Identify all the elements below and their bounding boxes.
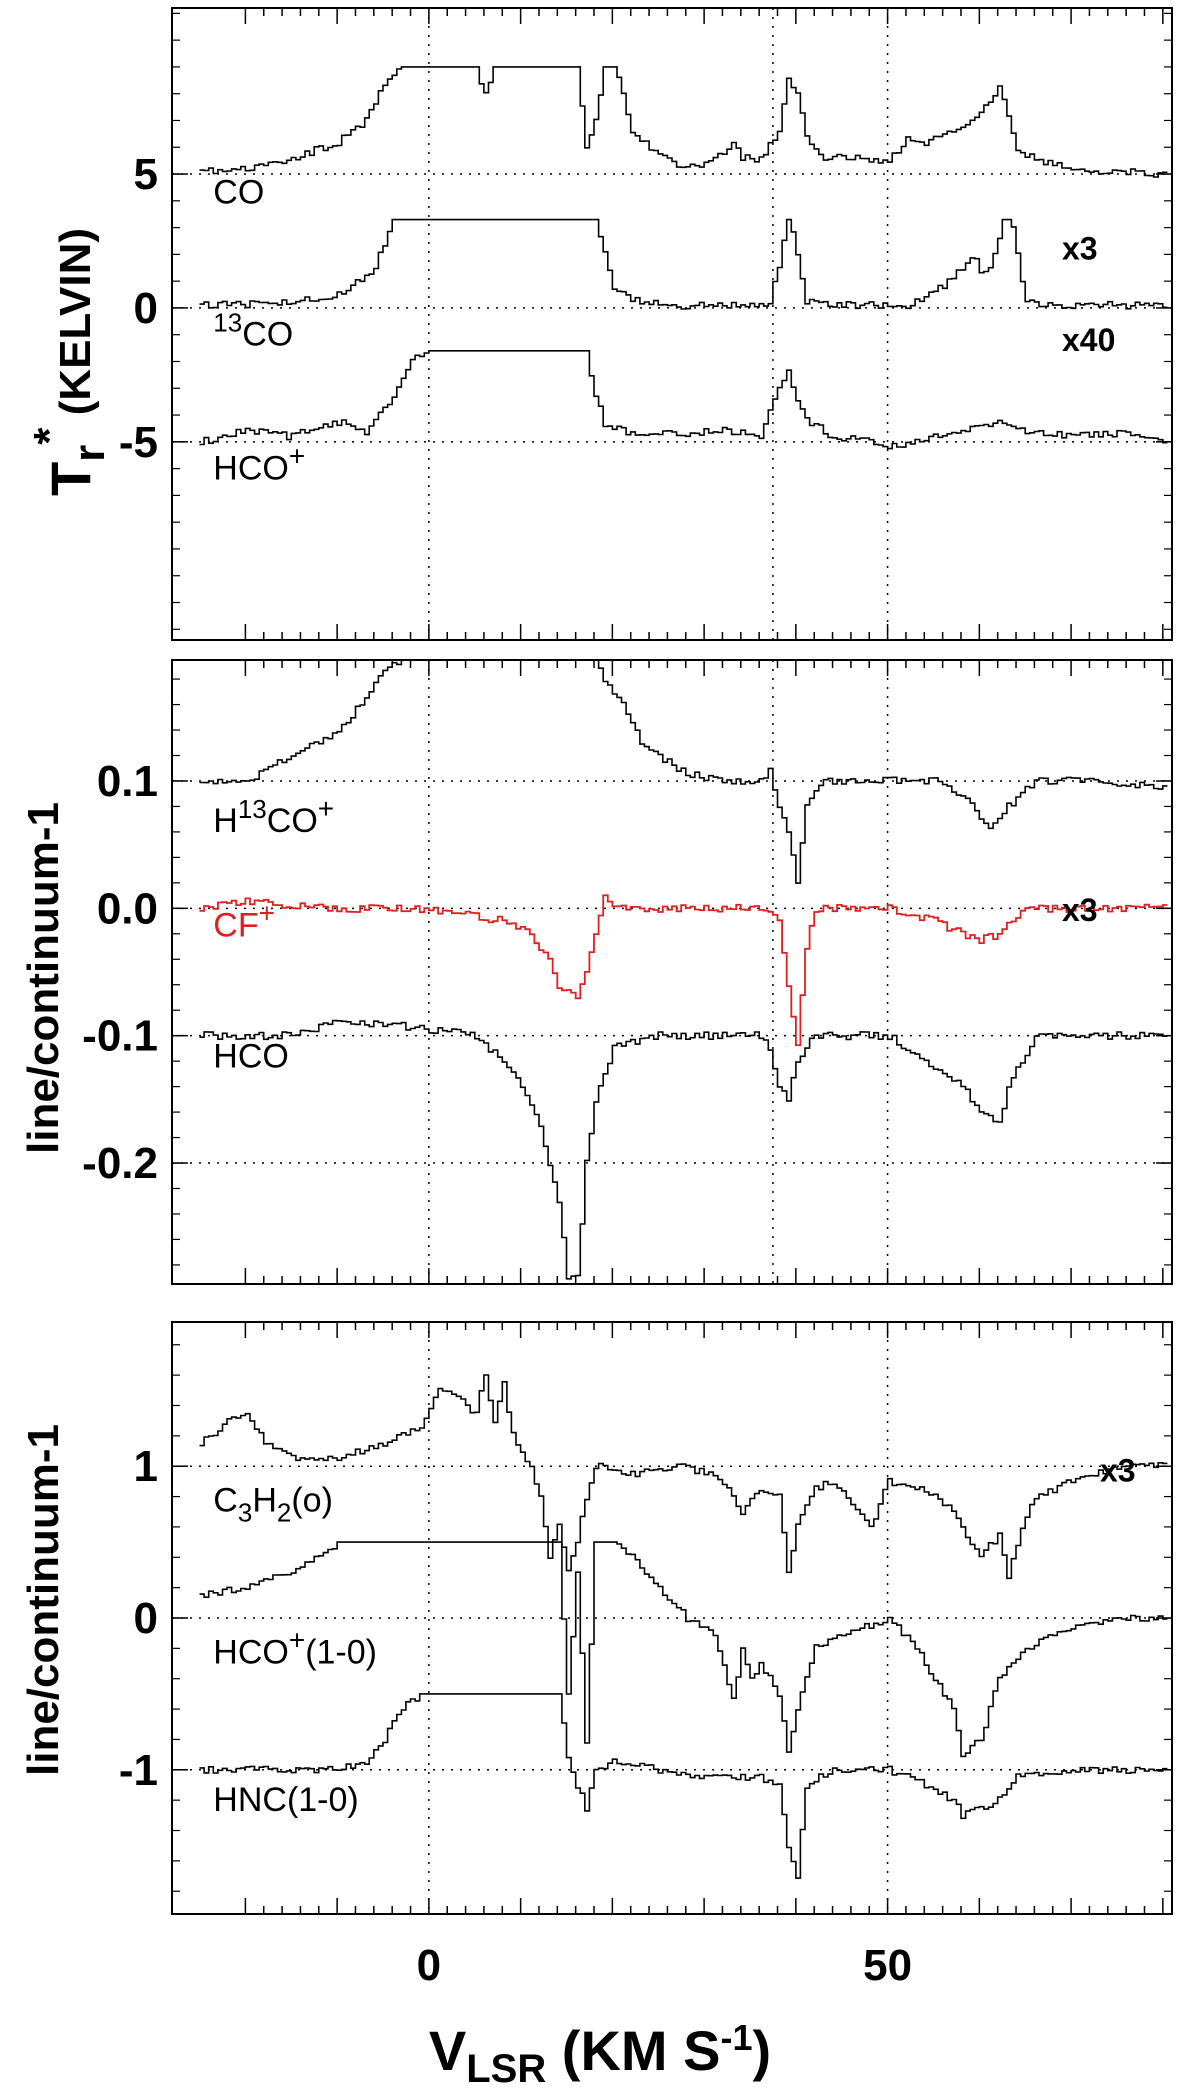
label-part: 13	[213, 307, 242, 337]
label-part: CF	[213, 906, 258, 944]
panel-3-series-hco-1-0-	[199, 1541, 1168, 1758]
label-part: C	[213, 1482, 238, 1520]
panel-2-ytick-label: -0.2	[82, 1139, 158, 1188]
panel-3: 1 0 -1 C3H2(o) x3 HCO+(1-0) HNC(1-0) 0 50	[119, 1321, 1173, 1990]
panel-1-ytick-label: 5	[134, 150, 158, 199]
label-part: HCO	[213, 449, 289, 487]
label-part: HCO	[213, 1634, 289, 1672]
panel-1-ylabel-sub: r	[65, 445, 114, 462]
panel-2-ylabel: line/continuum-1	[19, 802, 68, 1154]
label-part: CO	[213, 173, 264, 211]
panel-3-series-label: C3H2(o)	[213, 1482, 333, 1528]
label-part: +	[289, 1625, 305, 1656]
label-part: (o)	[291, 1482, 333, 1520]
label-part: CO	[242, 315, 293, 353]
x-axis-label-main: V	[429, 2019, 466, 2082]
x-axis-label: VLSR (KM S-1)	[429, 2017, 771, 2091]
panels-layer: 50-5CO13COx3HCO+x400.10.0-0.1-0.2H13CO+C…	[82, 7, 1173, 1990]
panel-3-series-label: HCO+(1-0)	[213, 1625, 377, 1672]
label-part: H	[252, 1482, 277, 1520]
panel-1-ylabel-units: (KELVIN)	[51, 228, 100, 428]
panel-3-series-hnc-1-0-	[199, 1693, 1168, 1879]
x-axis-label-units-sup: -1	[720, 2017, 752, 2058]
x-axis-label-units: (KM S	[546, 2019, 720, 2082]
label-part: HCO	[213, 1038, 289, 1076]
panel-1-ylabel-main: T	[39, 462, 102, 496]
label-part: 2	[277, 1498, 291, 1528]
panel-1-series-label: CO	[213, 173, 264, 211]
panel-3-ylabel: line/continuum-1	[19, 1424, 68, 1776]
panel-2-frame	[171, 659, 1173, 1285]
panel-1-multiplier-label: x3	[1062, 231, 1098, 267]
panel-2-ytick-label: -0.1	[82, 1012, 158, 1061]
panel-1-series-co	[199, 66, 1168, 178]
label-part: CO	[267, 802, 318, 840]
label-part: +	[318, 793, 334, 824]
panel-2-series-label: H13CO+	[213, 793, 334, 840]
panel-2-series-h13co-	[199, 659, 1168, 884]
panel-1-ytick-label: 0	[134, 284, 158, 333]
panel-3-series-label: HNC(1-0)	[213, 1781, 358, 1819]
label-part: 3	[238, 1498, 252, 1528]
label-part: (1-0)	[305, 1634, 377, 1672]
panel-1-series-label: HCO+	[213, 440, 305, 487]
x-axis-label-close: )	[752, 2019, 771, 2082]
panel-3-series-c3h2-o-	[199, 1374, 1168, 1580]
panel-1-multiplier-label: x40	[1062, 322, 1115, 358]
panel-2-series-label: CF+	[213, 897, 275, 944]
label-part: H	[213, 802, 238, 840]
panel-1-ylabel: Tr* (KELVIN)	[25, 228, 114, 496]
panel-3-multiplier-label: x3	[1100, 1452, 1136, 1488]
panel-1-ylabel-sup: *	[25, 427, 74, 445]
x-axis-label-sub: LSR	[466, 2047, 546, 2091]
panel-2-ytick-label: 0.0	[97, 884, 158, 933]
x-tick-label: 0	[417, 1941, 441, 1990]
panel-3-ytick-label: 1	[134, 1442, 158, 1491]
panel-3-frame	[171, 1321, 1173, 1915]
panel-2-series-hco	[199, 1019, 1168, 1280]
panel-1-series-label: 13CO	[213, 307, 293, 353]
x-tick-label: 50	[863, 1941, 912, 1990]
panel-2-series-cf-	[199, 894, 1168, 1046]
panel-1-ytick-label: -5	[119, 418, 158, 467]
panel-1-series-13co	[199, 218, 1168, 310]
panel-2-series-label: HCO	[213, 1038, 289, 1076]
panel-1-series-hco-	[199, 350, 1168, 450]
label-part: +	[289, 440, 305, 471]
panel-2-multiplier-label: x3	[1062, 892, 1098, 928]
label-part: 13	[238, 794, 267, 824]
panel-3-ytick-label: -1	[119, 1746, 158, 1795]
label-part: +	[259, 897, 275, 928]
panel-1-frame	[171, 7, 1173, 641]
panel-2-ytick-label: 0.1	[97, 757, 158, 806]
panel-3-ytick-label: 0	[134, 1594, 158, 1643]
label-part: HNC(1-0)	[213, 1781, 358, 1819]
